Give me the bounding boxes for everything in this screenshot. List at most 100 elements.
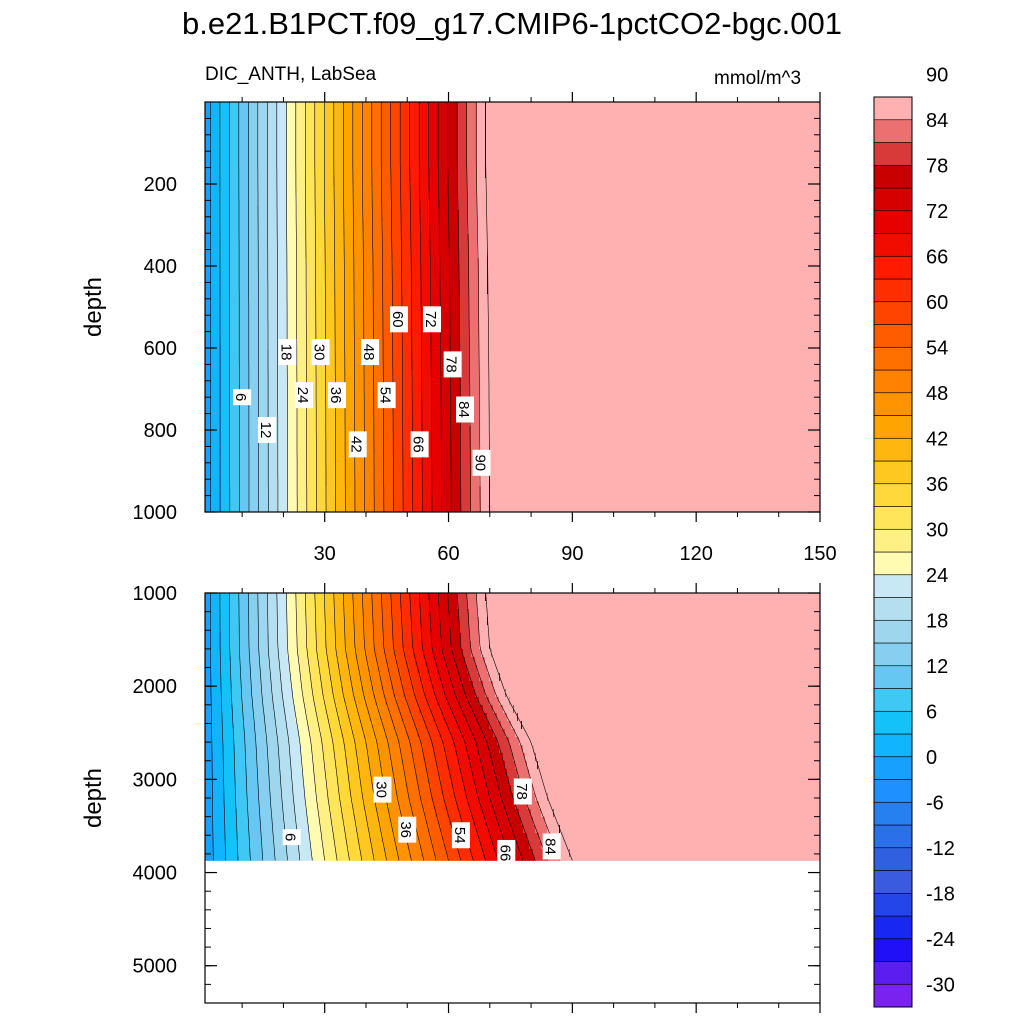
upper-field-cell: [311, 198, 314, 203]
upper-field-cell: [281, 114, 284, 119]
upper-field-cell: [383, 118, 386, 123]
upper-field-cell: [331, 198, 334, 203]
upper-field-cell: [357, 118, 360, 123]
upper-field-cell: [213, 210, 216, 215]
upper-field-cell: [349, 114, 352, 119]
upper-field-cell: [419, 198, 422, 203]
upper-field-cell: [379, 190, 382, 195]
upper-field-cell: [453, 174, 456, 179]
upper-saturated-region: [485, 150, 820, 155]
upper-field-cell: [231, 202, 234, 207]
upper-field-cell: [301, 206, 304, 211]
upper-field-cell: [385, 174, 388, 179]
upper-field-cell: [331, 146, 334, 151]
upper-field-cell: [273, 122, 276, 127]
upper-field-cell: [303, 154, 306, 159]
upper-field-cell: [233, 210, 236, 215]
upper-field-cell: [245, 134, 248, 139]
upper-field-cell: [267, 142, 270, 147]
upper-field-cell: [459, 158, 462, 163]
upper-field-cell: [479, 110, 482, 115]
upper-field-cell: [299, 114, 302, 119]
upper-field-cell: [283, 162, 286, 167]
upper-field-cell: [273, 218, 276, 223]
upper-field-cell: [305, 114, 308, 119]
upper-field-cell: [349, 174, 352, 179]
upper-field-cell: [409, 114, 412, 119]
upper-field-cell: [305, 202, 308, 207]
upper-field-cell: [299, 134, 302, 139]
upper-field-cell: [407, 122, 410, 127]
upper-field-cell: [231, 138, 234, 143]
upper-field-cell: [397, 146, 400, 151]
upper-field-cell: [337, 154, 340, 159]
upper-field-cell: [483, 110, 486, 115]
upper-field-cell: [395, 106, 398, 111]
upper-field-cell: [331, 202, 334, 207]
upper-field-cell: [211, 114, 214, 119]
upper-field-cell: [273, 146, 276, 151]
upper-field-cell: [255, 122, 258, 127]
upper-field-cell: [459, 130, 462, 135]
upper-saturated-region: [486, 210, 820, 215]
upper-field-cell: [241, 202, 244, 207]
upper-field-cell: [407, 174, 410, 179]
upper-field-cell: [449, 122, 452, 127]
upper-field-cell: [339, 170, 342, 175]
upper-field-cell: [465, 202, 468, 207]
upper-field-cell: [443, 130, 446, 135]
upper-field-cell: [335, 102, 338, 107]
upper-field-cell: [397, 202, 400, 207]
upper-field-cell: [443, 202, 446, 207]
upper-field-cell: [345, 198, 348, 203]
upper-field-cell: [329, 198, 332, 203]
upper-field-cell: [453, 190, 456, 195]
upper-field-cell: [405, 162, 408, 167]
upper-field-cell: [417, 134, 420, 139]
upper-field-cell: [457, 174, 460, 179]
upper-field-cell: [231, 130, 234, 135]
upper-field-cell: [389, 130, 392, 135]
upper-field-cell: [227, 202, 230, 207]
upper-field-cell: [315, 182, 318, 187]
upper-field-cell: [223, 210, 226, 215]
upper-field-cell: [469, 158, 472, 163]
upper-field-cell: [287, 146, 290, 151]
upper-field-cell: [269, 162, 272, 167]
upper-field-cell: [287, 190, 290, 195]
upper-field-cell: [387, 134, 390, 139]
upper-field-cell: [359, 122, 362, 127]
upper-field-cell: [215, 146, 218, 151]
upper-field-cell: [407, 214, 410, 219]
upper-field-cell: [275, 214, 278, 219]
upper-field-cell: [421, 182, 424, 187]
upper-field-cell: [249, 106, 252, 111]
upper-field-cell: [227, 158, 230, 163]
upper-field-cell: [239, 114, 242, 119]
upper-field-cell: [305, 138, 308, 143]
upper-field-cell: [297, 214, 300, 219]
upper-field-cell: [479, 170, 482, 175]
upper-field-cell: [227, 166, 230, 171]
upper-field-cell: [313, 182, 316, 187]
upper-field-cell: [321, 158, 324, 163]
upper-field-cell: [451, 110, 454, 115]
upper-field-cell: [255, 146, 258, 151]
upper-field-cell: [465, 210, 468, 215]
upper-field-cell: [239, 190, 242, 195]
upper-field-cell: [355, 174, 358, 179]
upper-field-cell: [263, 138, 266, 143]
upper-field-cell: [221, 114, 224, 119]
upper-field-cell: [461, 194, 464, 199]
upper-field-cell: [403, 130, 406, 135]
upper-field-cell: [251, 222, 254, 227]
upper-field-cell: [303, 182, 306, 187]
upper-field-cell: [373, 218, 376, 223]
upper-field-cell: [471, 110, 474, 115]
upper-field-cell: [271, 178, 274, 183]
upper-field-cell: [265, 114, 268, 119]
upper-field-cell: [375, 102, 378, 107]
upper-field-cell: [431, 198, 434, 203]
upper-field-cell: [351, 198, 354, 203]
upper-field-cell: [401, 130, 404, 135]
